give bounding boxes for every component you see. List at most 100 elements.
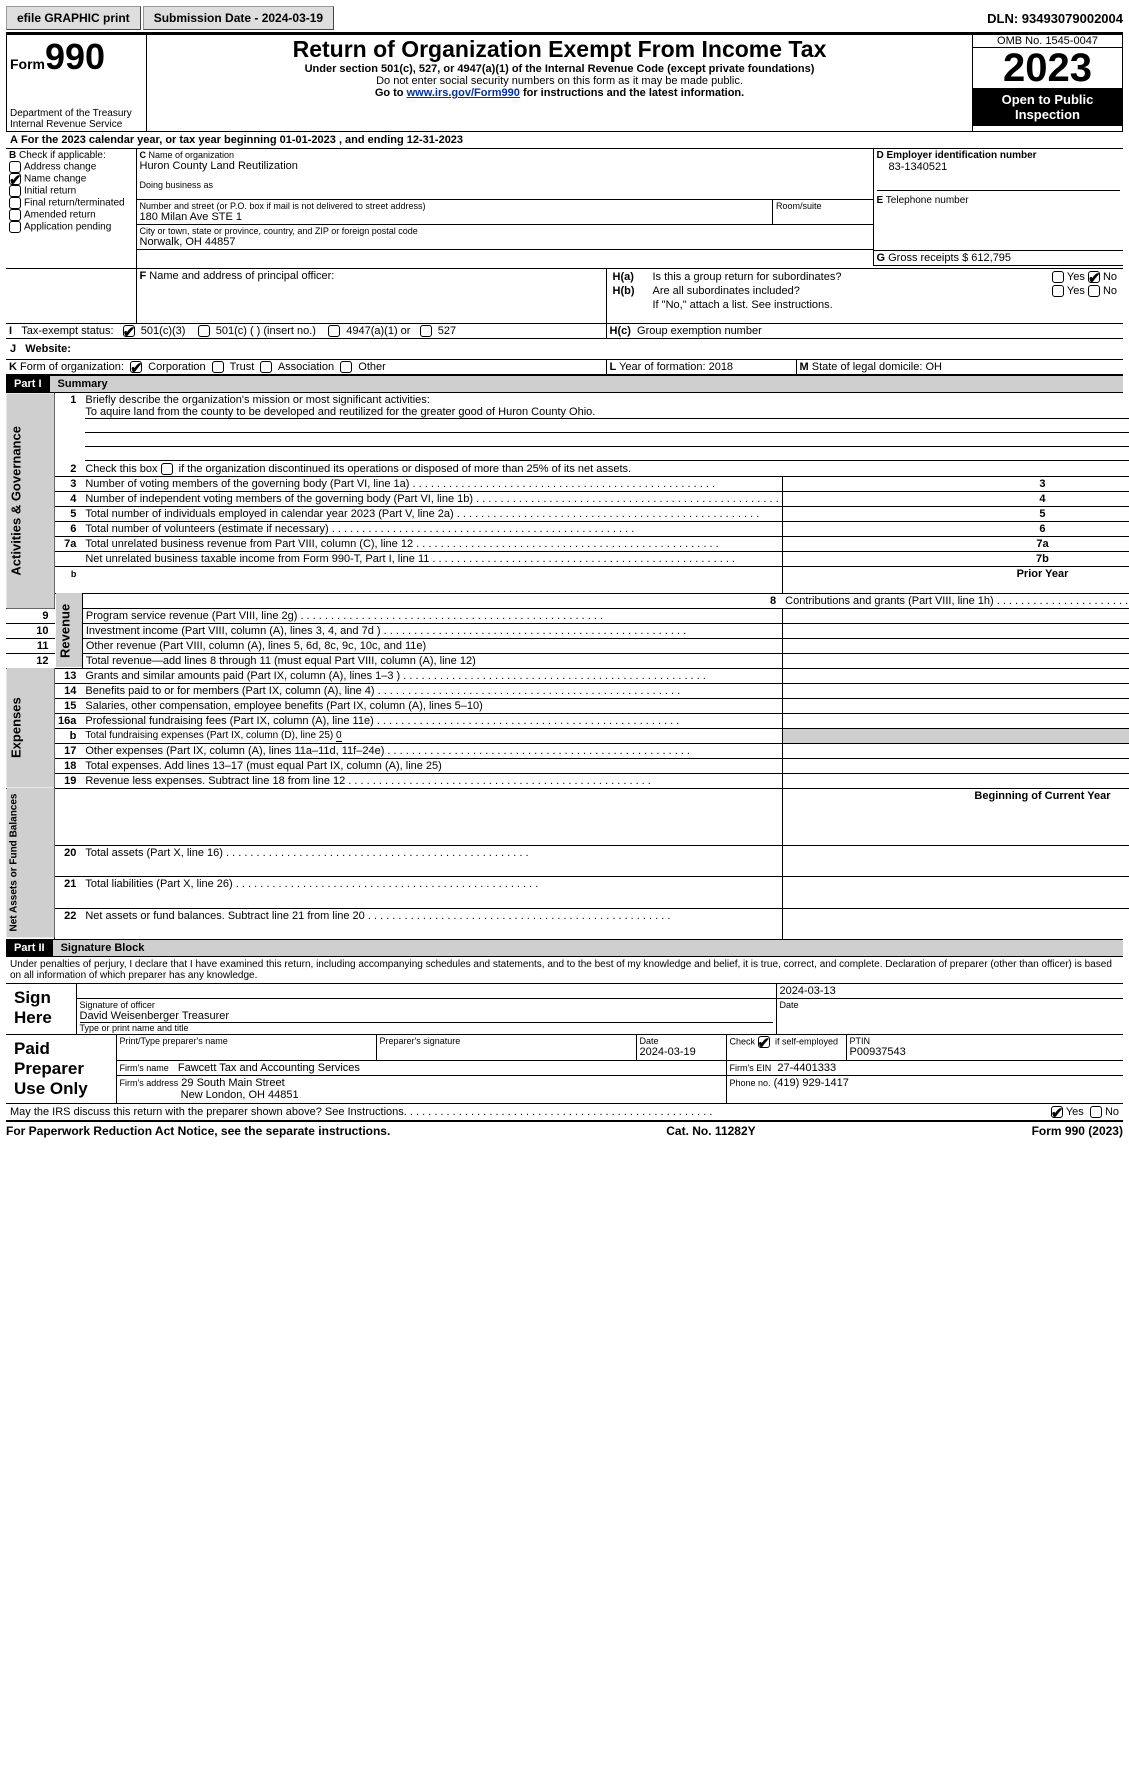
- association-checkbox[interactable]: [260, 361, 272, 373]
- final-return-checkbox[interactable]: [9, 197, 21, 209]
- line4-label: Number of independent voting members of …: [85, 493, 473, 505]
- form-title: Return of Organization Exempt From Incom…: [150, 36, 969, 63]
- preparer-name-label: Print/Type preparer's name: [120, 1036, 373, 1046]
- discuss-no-checkbox[interactable]: [1090, 1106, 1102, 1118]
- ha-no-checkbox[interactable]: [1088, 271, 1100, 283]
- initial-return-checkbox[interactable]: [9, 185, 21, 197]
- line16b-label: Total fundraising expenses (Part IX, col…: [85, 730, 333, 741]
- city-label: City or town, state or province, country…: [140, 226, 870, 236]
- year-formation-label: Year of formation:: [619, 361, 705, 373]
- efile-print-button[interactable]: efile GRAPHIC print: [6, 6, 141, 30]
- firm-phone-label: Phone no.: [730, 1078, 771, 1088]
- entity-info-block: B Check if applicable: Address change Na…: [6, 149, 1123, 268]
- date-label: Date: [780, 1000, 1121, 1010]
- pra-notice: For Paperwork Reduction Act Notice, see …: [6, 1124, 390, 1138]
- gross-receipts-label: Gross receipts $: [888, 252, 968, 264]
- line3-label: Number of voting members of the governin…: [85, 478, 409, 490]
- dln-label: DLN: 93493079002004: [987, 11, 1123, 26]
- hb-question: Are all subordinates included?: [650, 284, 1011, 298]
- sig-officer-label: Signature of officer: [80, 1000, 773, 1010]
- firm-addr1: 29 South Main Street: [181, 1077, 284, 1089]
- form990-link[interactable]: www.irs.gov/Form990: [407, 87, 520, 99]
- line5-label: Total number of individuals employed in …: [85, 508, 453, 520]
- ein-label: Employer identification number: [887, 150, 1037, 161]
- open-inspection-badge: Open to Public Inspection: [973, 88, 1122, 126]
- line9-label: Program service revenue (Part VIII, line…: [86, 610, 298, 622]
- tax-year: 2023: [973, 48, 1122, 88]
- submission-date-badge: Submission Date - 2024-03-19: [143, 6, 334, 30]
- name-change-checkbox[interactable]: [9, 173, 21, 185]
- org-name: Huron County Land Reutilization: [140, 160, 870, 172]
- line2-checkbox[interactable]: [161, 463, 173, 475]
- 501c-checkbox[interactable]: [198, 325, 210, 337]
- line20-label: Total assets (Part X, line 16): [85, 847, 223, 859]
- perjury-declaration: Under penalties of perjury, I declare th…: [6, 957, 1123, 983]
- line21-begin: [782, 877, 1129, 909]
- 4947-checkbox[interactable]: [328, 325, 340, 337]
- line13-label: Grants and similar amounts paid (Part IX…: [85, 670, 400, 682]
- mission-text: To aquire land from the county to be dev…: [85, 406, 1129, 419]
- form-word: Form: [10, 56, 45, 72]
- discuss-yes-checkbox[interactable]: [1051, 1106, 1063, 1118]
- ha-question: Is this a group return for subordinates?: [650, 270, 1011, 284]
- form-header: Form990 Department of the Treasury Inter…: [6, 34, 1123, 132]
- line7b-label: Net unrelated business taxable income fr…: [85, 553, 429, 565]
- 501c3-checkbox[interactable]: [123, 325, 135, 337]
- type-name-label: Type or print name and title: [80, 1023, 773, 1033]
- firm-name-value: Fawcett Tax and Accounting Services: [178, 1062, 360, 1074]
- sign-here-label: Sign Here: [6, 983, 76, 1034]
- line18-label: Total expenses. Add lines 13–17 (must eq…: [85, 760, 441, 772]
- phone-label: Telephone number: [886, 195, 969, 206]
- line21-label: Total liabilities (Part X, line 26): [85, 878, 232, 890]
- 527-checkbox[interactable]: [420, 325, 432, 337]
- line19-label: Revenue less expenses. Subtract line 18 …: [85, 775, 345, 787]
- c-name-label: Name of organization: [149, 150, 235, 160]
- trust-checkbox[interactable]: [212, 361, 224, 373]
- room-label: Room/suite: [776, 201, 870, 211]
- dba-label: Doing business as: [140, 180, 870, 190]
- year-formation-value: 2018: [709, 361, 733, 373]
- line1-label: Briefly describe the organization's miss…: [85, 394, 429, 406]
- city-value: Norwalk, OH 44857: [140, 236, 870, 248]
- application-pending-checkbox[interactable]: [9, 221, 21, 233]
- firm-addr2: New London, OH 44851: [181, 1089, 299, 1101]
- line6-label: Total number of volunteers (estimate if …: [85, 523, 328, 535]
- tax-exempt-label: Tax-exempt status:: [21, 325, 113, 337]
- ha-yes-checkbox[interactable]: [1052, 271, 1064, 283]
- self-employed-checkbox[interactable]: [758, 1036, 770, 1048]
- ptin-label: PTIN: [850, 1036, 1121, 1046]
- hb-no-checkbox[interactable]: [1088, 285, 1100, 297]
- cat-number: Cat. No. 11282Y: [666, 1124, 755, 1138]
- prep-date-value: 2024-03-19: [640, 1046, 723, 1058]
- subheader-1: Under section 501(c), 527, or 4947(a)(1)…: [150, 63, 969, 75]
- page-footer: For Paperwork Reduction Act Notice, see …: [6, 1120, 1123, 1138]
- line8-label: Contributions and grants (Part VIII, lin…: [785, 595, 994, 607]
- line-a-text: For the 2023 calendar year, or tax year …: [21, 134, 463, 146]
- dept-treasury: Department of the Treasury: [10, 108, 143, 119]
- form-ref: Form 990 (2023): [1032, 1124, 1123, 1138]
- part-1-header: Part I Summary: [6, 375, 1123, 393]
- part-2-header: Part II Signature Block: [6, 939, 1123, 957]
- org-form-row: K Form of organization: Corporation Trus…: [6, 360, 1123, 375]
- line12-label: Total revenue—add lines 8 through 11 (mu…: [86, 655, 476, 667]
- state-domicile-value: OH: [925, 361, 942, 373]
- form-org-label: Form of organization:: [20, 361, 124, 373]
- firm-name-label: Firm's name: [120, 1063, 169, 1073]
- hc-question: Group exemption number: [637, 325, 762, 337]
- line15-label: Salaries, other compensation, employee b…: [85, 700, 482, 712]
- line22-begin: 164,136: [782, 908, 1129, 939]
- preparer-sig-label: Preparer's signature: [380, 1036, 633, 1046]
- amended-return-checkbox[interactable]: [9, 209, 21, 221]
- prep-date-label: Date: [640, 1036, 723, 1046]
- hb-yes-checkbox[interactable]: [1052, 285, 1064, 297]
- line16b-value: 0: [336, 730, 342, 742]
- other-checkbox[interactable]: [340, 361, 352, 373]
- corporation-checkbox[interactable]: [130, 361, 142, 373]
- prior-year-header: Prior Year: [782, 566, 1129, 593]
- street-value: 180 Milan Ave STE 1: [140, 211, 770, 223]
- sig-date-value: 2024-03-13: [780, 985, 836, 997]
- subheader-2: Do not enter social security numbers on …: [150, 75, 969, 87]
- expenses-label: Expenses: [6, 668, 55, 788]
- line7a-label: Total unrelated business revenue from Pa…: [85, 538, 413, 550]
- form-number: 990: [45, 36, 105, 77]
